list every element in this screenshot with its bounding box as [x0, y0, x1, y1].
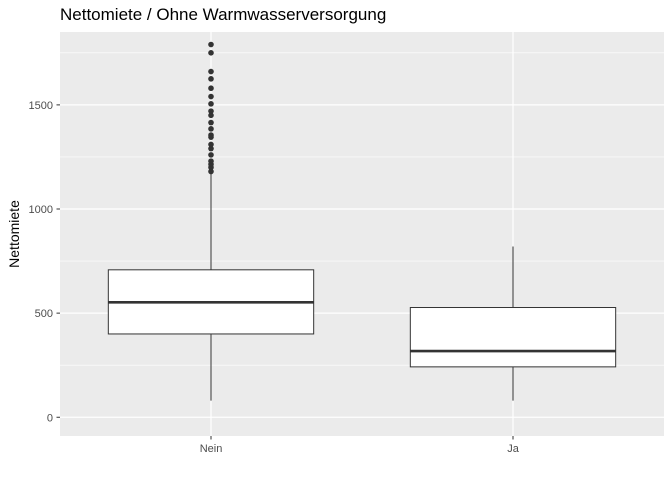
y-tick-label: 500 — [35, 308, 53, 320]
outlier-point — [208, 158, 214, 164]
outlier-point — [208, 76, 214, 82]
plot-panel — [60, 32, 664, 436]
y-tick-label: 0 — [47, 412, 53, 424]
outlier-point — [208, 68, 214, 75]
outlier-point — [208, 50, 214, 56]
y-tick-label: 1000 — [29, 204, 53, 216]
outlier-point — [208, 93, 214, 100]
outlier-point — [208, 145, 214, 152]
outlier-point — [208, 119, 214, 126]
outlier-point — [208, 132, 214, 138]
y-axis-title: Nettomiete — [6, 200, 22, 268]
outlier-point — [208, 85, 214, 92]
outlier-point — [208, 101, 214, 107]
y-axis: 0 500 1000 1500 — [29, 100, 60, 424]
outlier-point — [208, 108, 214, 114]
x-tick-label: Nein — [200, 443, 223, 455]
boxplot-ja — [409, 246, 617, 401]
boxplot-nein — [107, 41, 315, 401]
y-tick-label: 1500 — [29, 100, 53, 112]
outlier-point — [208, 112, 214, 119]
x-tick-label: Ja — [507, 443, 520, 455]
box-iqr — [409, 307, 617, 368]
boxplots — [107, 41, 617, 401]
x-axis: Nein Ja — [200, 436, 520, 455]
outlier-point — [208, 152, 214, 158]
outlier-point — [208, 141, 214, 148]
outlier-point — [208, 168, 214, 175]
chart-title: Nettomiete / Ohne Warmwasserversorgung — [60, 5, 386, 24]
outlier-point — [208, 41, 214, 48]
outlier-point — [208, 126, 214, 132]
